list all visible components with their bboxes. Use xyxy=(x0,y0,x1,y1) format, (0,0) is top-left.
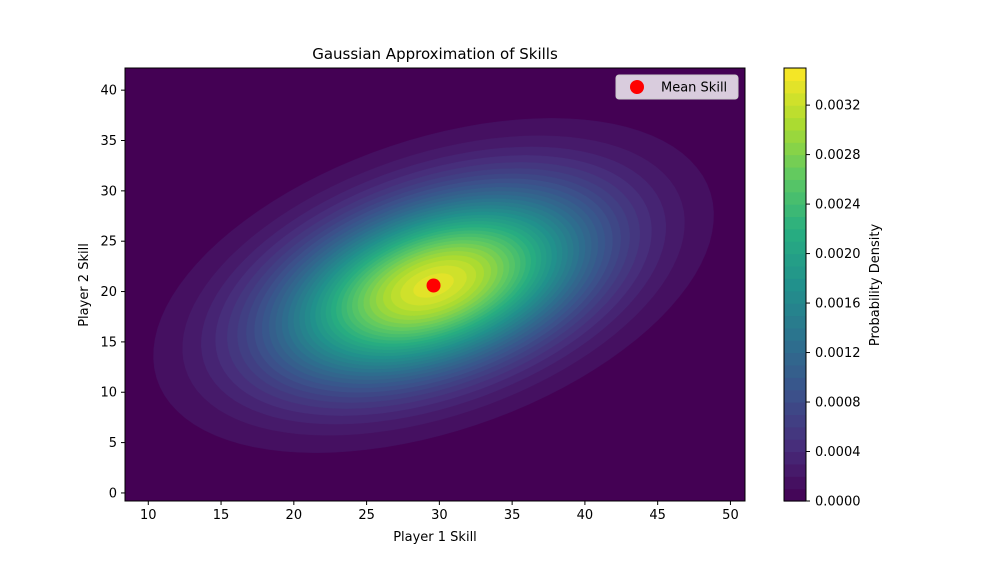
colorbar-band xyxy=(784,488,806,502)
colorbar-band xyxy=(784,241,806,255)
colorbar-tick-label: 0.0024 xyxy=(815,198,861,213)
y-tick-label: 40 xyxy=(100,84,117,99)
y-tick-label: 30 xyxy=(100,184,117,199)
colorbar-band xyxy=(784,414,806,428)
legend: Mean Skill xyxy=(615,74,739,100)
x-tick-label: 40 xyxy=(577,508,594,523)
y-tick-label: 35 xyxy=(100,134,117,149)
y-tick-label: 15 xyxy=(100,335,117,350)
mean-skill-point xyxy=(426,278,441,293)
x-tick-label: 10 xyxy=(140,508,157,523)
legend-label: Mean Skill xyxy=(661,81,727,96)
colorbar-band xyxy=(784,402,806,415)
y-axis-ticks: 0 5 10 15 20 25 30 35 40 xyxy=(100,84,125,501)
x-tick-label: 20 xyxy=(286,508,303,523)
colorbar-band xyxy=(784,315,806,329)
x-tick-label: 15 xyxy=(213,508,230,523)
y-tick-label: 10 xyxy=(100,386,117,401)
colorbar-band xyxy=(784,216,806,230)
x-tick-label: 50 xyxy=(722,508,739,523)
x-axis-label: Player 1 Skill xyxy=(393,530,477,545)
x-tick-label: 25 xyxy=(358,508,375,523)
colorbar-band xyxy=(784,340,806,354)
colorbar-tick-label: 0.0016 xyxy=(815,297,861,312)
colorbar-band xyxy=(784,463,806,477)
colorbar-band xyxy=(784,154,806,168)
colorbar-band xyxy=(784,303,806,317)
colorbar-band xyxy=(784,265,806,279)
y-tick-label: 25 xyxy=(100,235,117,250)
plot-frame xyxy=(124,67,746,502)
plot-area xyxy=(125,68,745,501)
x-tick-label: 45 xyxy=(649,508,666,523)
colorbar-band xyxy=(784,117,806,131)
colorbar-band xyxy=(784,92,806,106)
y-tick-label: 20 xyxy=(100,285,117,300)
colorbar-tick-label: 0.0000 xyxy=(815,495,861,510)
chart-title: Gaussian Approximation of Skills xyxy=(312,45,558,63)
colorbar-bands xyxy=(784,68,806,502)
y-tick-label: 5 xyxy=(109,436,117,451)
legend-marker xyxy=(630,80,644,94)
colorbar-band xyxy=(784,191,806,205)
colorbar-band xyxy=(784,80,806,94)
colorbar-band xyxy=(784,68,806,81)
colorbar-band xyxy=(784,204,806,218)
colorbar-band xyxy=(784,389,806,403)
colorbar-band xyxy=(784,278,806,292)
colorbar-band xyxy=(784,142,806,156)
colorbar-band xyxy=(784,327,806,341)
colorbar-band xyxy=(784,179,806,193)
colorbar-band xyxy=(784,253,806,267)
x-axis-ticks: 10 15 20 25 30 35 40 45 50 xyxy=(140,501,739,523)
y-tick-label: 0 xyxy=(109,486,117,501)
colorbar-band xyxy=(784,105,806,119)
colorbar-tick-label: 0.0032 xyxy=(815,99,861,114)
colorbar-band xyxy=(784,352,806,366)
x-tick-label: 35 xyxy=(504,508,521,523)
colorbar-band xyxy=(784,426,806,440)
colorbar-frame xyxy=(783,67,807,502)
colorbar-band xyxy=(784,166,806,180)
colorbar: 0.0000 0.0004 0.0008 0.0012 0.0016 0.0020 0.00… xyxy=(783,67,883,510)
colorbar-band xyxy=(784,476,806,490)
colorbar-band xyxy=(784,439,806,453)
colorbar-tick-label: 0.0004 xyxy=(815,445,861,460)
colorbar-tick-label: 0.0020 xyxy=(815,247,861,262)
colorbar-tick-label: 0.0012 xyxy=(815,346,861,361)
colorbar-ticks: 0.0000 0.0004 0.0008 0.0012 0.0016 0.0020 0.00… xyxy=(806,99,861,510)
colorbar-tick-label: 0.0008 xyxy=(815,396,861,411)
colorbar-band xyxy=(784,290,806,304)
colorbar-tick-label: 0.0028 xyxy=(815,148,861,163)
colorbar-band xyxy=(784,451,806,465)
colorbar-band xyxy=(784,228,806,242)
y-axis-label: Player 2 Skill xyxy=(77,243,92,327)
x-tick-label: 30 xyxy=(431,508,448,523)
colorbar-band xyxy=(784,364,806,378)
legend-box xyxy=(615,74,739,100)
colorbar-band xyxy=(784,377,806,391)
colorbar-label: Probability Density xyxy=(868,224,883,347)
colorbar-band xyxy=(784,129,806,143)
